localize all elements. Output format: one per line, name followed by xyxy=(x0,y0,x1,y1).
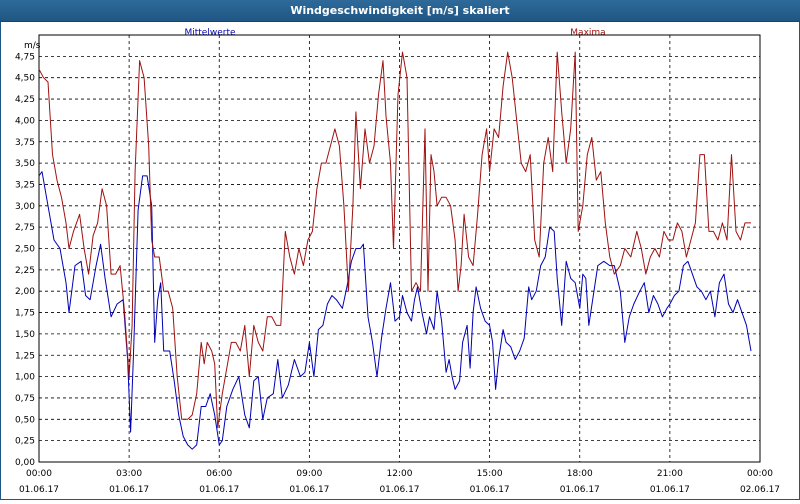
x-tick-time: 21:00 xyxy=(657,469,683,479)
window-title-bar: Windgeschwindigkeit [m/s] skaliert xyxy=(0,0,800,22)
y-tick-label: 3,25 xyxy=(15,180,35,190)
chart-grid xyxy=(39,35,760,462)
y-tick-label: 3,75 xyxy=(15,138,35,148)
window-title: Windgeschwindigkeit [m/s] skaliert xyxy=(290,4,510,17)
y-tick-label: 4,00 xyxy=(15,116,35,126)
y-tick-label: 4,50 xyxy=(15,74,35,84)
y-tick-label: 1,50 xyxy=(15,330,35,340)
x-tick-date: 01.06.17 xyxy=(289,485,329,495)
y-tick-label: 2,25 xyxy=(15,266,35,276)
x-tick-time: 03:00 xyxy=(116,469,142,479)
y-tick-label: 1,00 xyxy=(15,373,35,383)
y-tick-labels: 0,00 0,25 0,50 0,75 1,00 1,25 1,50 1,75 2,00 2,25… xyxy=(15,52,35,468)
y-tick-label: 4,75 xyxy=(15,52,35,62)
x-tick-date: 01.06.17 xyxy=(470,485,510,495)
x-tick-date: 01.06.17 xyxy=(109,485,149,495)
series-line-maxima xyxy=(38,51,751,429)
series-label-mittelwerte: Mittelwerte xyxy=(184,28,235,38)
y-tick-label: 3,00 xyxy=(15,202,35,212)
y-tick-label: 1,25 xyxy=(15,351,35,361)
x-tick-date: 01.06.17 xyxy=(379,485,419,495)
x-tick-time: 06:00 xyxy=(206,469,232,479)
y-tick-label: 1,75 xyxy=(15,309,35,319)
y-axis-unit-label: m/s xyxy=(24,41,41,51)
y-tick-label: 2,50 xyxy=(15,245,35,255)
x-tick-date: 02.06.17 xyxy=(740,485,780,495)
x-tick-date: 01.06.17 xyxy=(650,485,690,495)
y-tick-label: 0,50 xyxy=(15,415,35,425)
x-tick-date: 01.06.17 xyxy=(19,485,59,495)
series-lines xyxy=(38,51,752,450)
x-tick-time: 00:00 xyxy=(747,469,773,479)
x-tick-time: 18:00 xyxy=(567,469,593,479)
series-line-mittelwerte xyxy=(38,171,752,450)
wind-speed-chart: Mittelwerte Maxima m/s 0,00 0,25 0,50 0,75 1… xyxy=(15,28,780,495)
y-tick-label: 4,25 xyxy=(15,95,35,105)
x-tick-time: 15:00 xyxy=(477,469,503,479)
chart-area: Mittelwerte Maxima m/s 0,00 0,25 0,50 0,75 1… xyxy=(0,22,800,500)
y-tick-label: 0,75 xyxy=(15,394,35,404)
y-tick-label: 2,75 xyxy=(15,223,35,233)
x-tick-date: 01.06.17 xyxy=(560,485,600,495)
x-tick-time: 09:00 xyxy=(296,469,322,479)
x-tick-time: 00:00 xyxy=(26,469,52,479)
y-tick-label: 0,25 xyxy=(15,437,35,447)
y-tick-label: 2,00 xyxy=(15,287,35,297)
series-label-maxima: Maxima xyxy=(570,28,605,38)
x-tick-date: 01.06.17 xyxy=(199,485,239,495)
plot-frame xyxy=(38,34,761,463)
x-tick-labels: 00:00 01.06.17 03:00 01.06.17 06:00 01.06.17 0… xyxy=(19,469,780,495)
y-tick-label: 0,00 xyxy=(15,458,35,468)
x-tick-time: 12:00 xyxy=(387,469,413,479)
y-tick-label: 3,50 xyxy=(15,159,35,169)
